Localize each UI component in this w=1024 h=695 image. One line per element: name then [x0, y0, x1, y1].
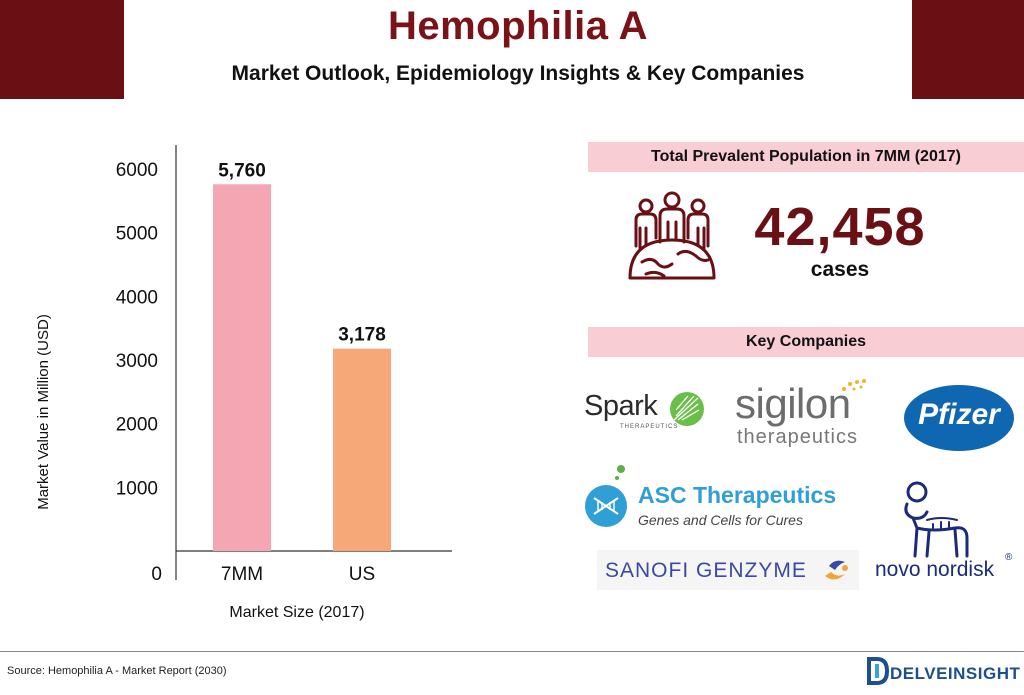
- novo-nordisk-logo: novo nordisk ®: [875, 480, 1015, 582]
- x-axis-label: Market Size (2017): [229, 604, 364, 621]
- prevalence-value: 42,458: [754, 197, 926, 257]
- y-axis-label: Market Value in Million (USD): [35, 314, 52, 510]
- y-tick-label: 3000: [116, 351, 158, 372]
- sigilon-name: sigilon: [735, 380, 851, 427]
- asc-name: ASC Therapeutics: [638, 482, 837, 508]
- y-tick-label: 2000: [116, 415, 158, 436]
- spark-logo: Spark THERAPEUTICS: [584, 386, 710, 436]
- novo-registered-mark: ®: [1005, 552, 1013, 563]
- y-tick-label: 1000: [116, 478, 158, 499]
- sigilon-dots-icon: [842, 379, 866, 391]
- prevalence-unit: cases: [810, 258, 870, 281]
- bar-value-label: 3,178: [338, 325, 386, 346]
- bar-7mm: [213, 184, 271, 551]
- spark-leaf-icon: [670, 392, 704, 426]
- x-tick-label: 7MM: [221, 564, 263, 585]
- delveinsight-d-icon: [867, 657, 890, 685]
- prevalence-band: Total Prevalent Population in 7MM (2017): [588, 142, 1024, 172]
- sanofi-swirl-icon: [825, 560, 848, 580]
- key-companies-band: Key Companies: [588, 327, 1024, 357]
- sigilon-logo: sigilon therapeutics: [735, 378, 875, 450]
- bar-us: [333, 348, 391, 551]
- bar-value-label: 5,760: [218, 160, 266, 181]
- page-title: Hemophilia A: [387, 4, 649, 48]
- asc-tagline: Genes and Cells for Cures: [638, 512, 803, 528]
- source-note: Source: Hemophilia A - Market Report (20…: [7, 665, 227, 677]
- header-bar-right: [912, 0, 1024, 99]
- sanofi-name: SANOFI GENZYME: [605, 559, 807, 582]
- market-size-chart: Market Value in Million (USD) 0 1000 2000 3…: [35, 145, 452, 621]
- spark-tagline: THERAPEUTICS: [620, 424, 679, 430]
- footer-divider: [0, 651, 1024, 652]
- asc-therapeutics-logo: ASC Therapeutics Genes and Cells for Cur…: [584, 462, 864, 532]
- people-globe-icon: [628, 191, 716, 280]
- asc-dna-icon: [585, 465, 627, 527]
- page-subtitle: Market Outlook, Epidemiology Insights & …: [231, 62, 805, 85]
- spark-name: Spark: [584, 390, 658, 422]
- y-tick-label: 4000: [116, 287, 158, 308]
- novo-bull-icon: [904, 481, 969, 558]
- y-tick-label: 5000: [116, 224, 158, 245]
- novo-name: novo nordisk: [875, 558, 995, 581]
- y-tick-label: 0: [151, 564, 162, 585]
- x-tick-label: US: [349, 564, 375, 585]
- delveinsight-name: DELVEINSIGHT: [890, 664, 1021, 683]
- pfizer-name: Pfizer: [918, 398, 1000, 431]
- sanofi-genzyme-logo: SANOFI GENZYME: [597, 550, 859, 590]
- pfizer-logo: Pfizer: [903, 384, 1015, 452]
- header-bar-left: [0, 0, 124, 99]
- y-tick-label: 6000: [116, 160, 158, 181]
- sigilon-tagline: therapeutics: [737, 426, 858, 448]
- pfizer-oval-icon: [904, 385, 1014, 451]
